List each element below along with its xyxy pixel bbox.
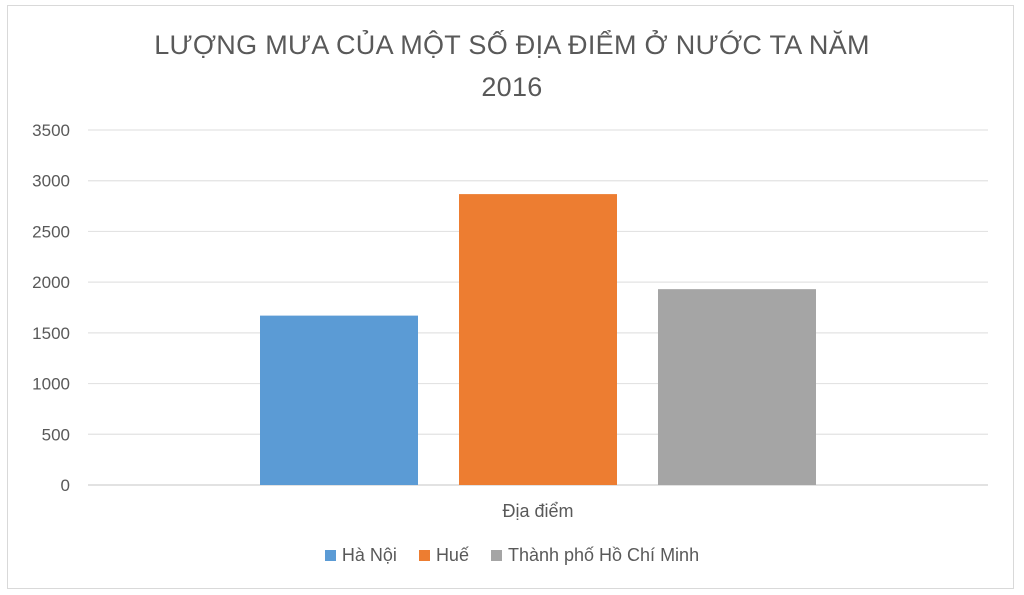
legend-swatch [490, 550, 502, 561]
y-tick-label: 3500 [32, 121, 70, 140]
bar-2 [459, 194, 617, 486]
bar-3 [658, 289, 816, 485]
y-tick-label: 3000 [32, 172, 70, 191]
y-tick-label: 0 [61, 476, 70, 495]
y-tick-label: 1000 [32, 375, 70, 394]
bar-1 [260, 315, 418, 485]
y-tick-label: 500 [42, 425, 70, 444]
legend-label: Huế [435, 545, 469, 565]
legend-item-1: Hà Nội [324, 545, 397, 566]
legend-swatch [418, 550, 430, 561]
legend-item-3: Thành phố Hồ Chí Minh [490, 545, 700, 566]
legend-swatch [324, 550, 336, 561]
x-axis-label: Địa điểm [502, 501, 573, 521]
y-tick-label: 2000 [32, 273, 70, 292]
bars [260, 194, 816, 486]
legend-label: Hà Nội [341, 545, 397, 565]
legend: Hà Nội Huế Thành phố Hồ Chí Minh [0, 545, 1024, 566]
legend-label: Thành phố Hồ Chí Minh [507, 545, 700, 565]
legend-item-2: Huế [418, 545, 469, 566]
y-tick-label: 2500 [32, 222, 70, 241]
chart-title-line-1: LƯỢNG MƯA CỦA MỘT SỐ ĐỊA ĐIỂM Ở NƯỚC TA … [154, 30, 870, 60]
y-axis-ticks: 0 500 1000 1500 2000 2500 3000 3500 [32, 121, 70, 495]
chart-title-line-2: 2016 [481, 72, 543, 102]
y-tick-label: 1500 [32, 324, 70, 343]
chart-title: LƯỢNG MƯA CỦA MỘT SỐ ĐỊA ĐIỂM Ở NƯỚC TA … [0, 24, 1024, 108]
